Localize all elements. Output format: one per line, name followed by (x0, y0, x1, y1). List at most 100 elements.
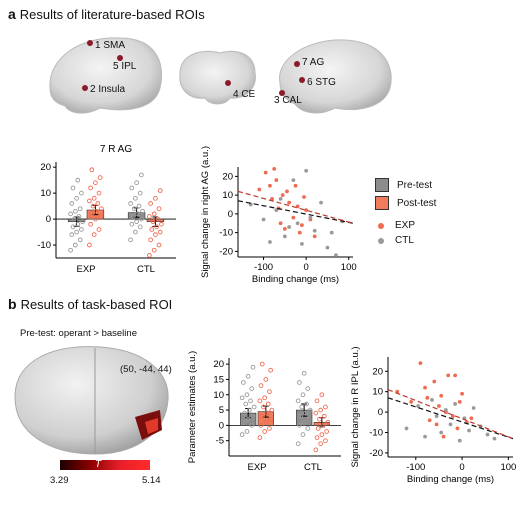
panel-a-letter: a (8, 6, 16, 22)
roi-label-sma: 1 SMA (95, 40, 126, 51)
data-point (156, 242, 162, 248)
exp-point (457, 399, 462, 404)
exp-point (312, 234, 317, 239)
brain-cerebellum (179, 50, 256, 105)
data-point (239, 395, 245, 401)
x-tick-label: 100 (341, 262, 357, 273)
data-point (265, 401, 271, 407)
data-point (71, 216, 77, 222)
data-point (75, 221, 81, 227)
exp-point (455, 426, 460, 431)
ctl-fit-line (237, 200, 354, 224)
panel-b-header: b Results of task-based ROI (8, 296, 172, 312)
data-point (91, 232, 97, 237)
y-tick-label: -20 (369, 448, 383, 459)
data-point (91, 195, 97, 201)
exp-point (304, 208, 309, 213)
x-tick-label: 0 (459, 462, 464, 473)
data-point (249, 423, 255, 428)
legend-exp: EXP (375, 220, 515, 231)
data-point (68, 211, 73, 217)
exp-point (460, 391, 464, 396)
data-point (97, 214, 103, 219)
data-point (243, 401, 249, 407)
x-tick-label: EXP (76, 264, 95, 275)
x-axis-label: Binding change (ms) (407, 474, 494, 485)
data-point (159, 221, 164, 227)
data-point (300, 432, 306, 437)
ctl-point (274, 208, 279, 213)
data-point (305, 426, 311, 431)
data-point (95, 201, 101, 206)
legend-pre: Pre-test (375, 178, 515, 192)
exp-point (439, 393, 444, 398)
legend-ctl: CTL (375, 235, 515, 246)
exp-point (278, 221, 283, 226)
exp-point (302, 195, 306, 199)
brain-left-lateral (49, 37, 163, 114)
x-tick-label: CTL (137, 264, 155, 275)
data-point (70, 224, 76, 230)
data-point (245, 416, 251, 422)
data-point (137, 190, 143, 196)
brain-right-lateral (279, 39, 392, 114)
data-point (307, 407, 313, 413)
data-point (267, 389, 272, 395)
data-point (131, 206, 137, 212)
colorbar-stat-label: T (95, 459, 102, 470)
data-point (241, 419, 246, 425)
y-tick-label: 0 (219, 420, 224, 431)
data-point (147, 253, 152, 258)
ctl-point (434, 414, 439, 419)
colorbar-min-label: 3.29 (50, 475, 69, 486)
data-point (325, 419, 331, 425)
data-point (75, 177, 81, 183)
y-axis-label: Signal change in right AG (a.u.) (200, 146, 211, 278)
data-point (314, 435, 320, 440)
exp-point (299, 223, 304, 228)
data-point (305, 386, 311, 391)
data-point (319, 392, 325, 398)
data-point (268, 416, 273, 422)
roi-label-insula: 2 Insula (90, 84, 126, 95)
y-tick-label: 20 (40, 162, 51, 173)
data-point (148, 237, 153, 243)
ctl-point (467, 428, 471, 433)
exp-point (469, 416, 474, 421)
data-point (97, 175, 103, 180)
data-point (69, 201, 75, 206)
data-point (318, 441, 323, 447)
data-point (87, 198, 92, 204)
data-point (94, 208, 99, 214)
x-tick-label: 100 (500, 462, 516, 473)
y-tick-label: 5 (219, 405, 224, 416)
exp-point (409, 399, 414, 404)
data-point (262, 429, 267, 434)
data-point (157, 188, 163, 193)
x-tick-label: EXP (247, 462, 266, 473)
data-point (73, 242, 78, 248)
legend-post-label: Post-test (397, 197, 437, 209)
panel-b-title: Results of task-based ROI (20, 297, 173, 312)
ctl-point (268, 240, 272, 244)
data-point (299, 404, 305, 410)
roi-label-ipl: 5 IPL (113, 61, 137, 72)
legend-post: Post-test (375, 196, 515, 210)
y-tick-label: 10 (40, 188, 51, 199)
x-tick-label: -100 (406, 462, 425, 473)
ctl-point (304, 168, 309, 173)
ctl-point (282, 234, 287, 239)
data-point (267, 426, 272, 431)
data-point (324, 429, 329, 434)
data-point (241, 380, 246, 385)
legend-exp-label: EXP (395, 220, 416, 231)
data-point (128, 237, 133, 243)
exp-point (453, 373, 458, 378)
ctl-point (312, 228, 317, 233)
colorbar-max-label: 5.14 (142, 475, 161, 486)
exp-point (441, 434, 446, 439)
data-point (151, 247, 157, 253)
data-point (300, 392, 306, 398)
exp-point (282, 226, 287, 231)
